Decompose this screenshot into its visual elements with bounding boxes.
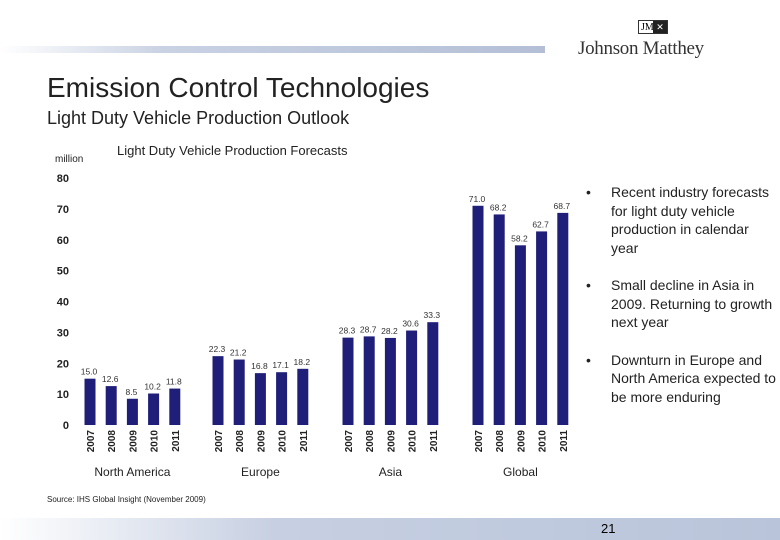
- bar: [342, 337, 354, 425]
- bar: [297, 368, 309, 425]
- bar: [406, 330, 418, 425]
- x-tick-label: 2010: [408, 430, 419, 453]
- x-tick-label: 2010: [150, 430, 161, 453]
- jm-logo-mark: JM ✕: [638, 20, 668, 34]
- group-label: Global: [503, 465, 538, 479]
- data-label: 71.0: [469, 194, 486, 204]
- x-tick-label: 2009: [256, 430, 267, 453]
- bar: [169, 388, 181, 425]
- bar: [233, 359, 245, 425]
- page-number: 21: [601, 521, 616, 536]
- bar: [254, 373, 266, 425]
- bar: [84, 378, 96, 425]
- x-tick-label: 2007: [214, 430, 225, 453]
- x-tick-label: 2009: [128, 430, 139, 453]
- x-tick-label: 2007: [344, 430, 355, 453]
- footer-bar: [0, 518, 780, 540]
- data-label: 28.3: [339, 326, 356, 336]
- data-label: 11.8: [166, 377, 182, 387]
- data-label: 10.2: [144, 382, 161, 392]
- bullet-item: Small decline in Asia in 2009. Returning…: [586, 276, 776, 332]
- bar: [427, 322, 439, 425]
- bar: [276, 372, 288, 425]
- y-tick-label: 10: [57, 389, 69, 401]
- x-tick-label: 2010: [278, 430, 289, 453]
- x-tick-label: 2007: [86, 430, 97, 453]
- x-tick-label: 2011: [559, 430, 570, 452]
- bar: [536, 231, 548, 425]
- logo-name: Johnson Matthey: [578, 38, 704, 59]
- x-tick-label: 2008: [495, 430, 506, 453]
- bullet-item: Recent industry forecasts for light duty…: [586, 183, 776, 257]
- y-tick-label: 20: [57, 358, 69, 370]
- y-tick-label: 0: [63, 420, 69, 432]
- bar: [126, 398, 138, 425]
- data-label: 16.8: [251, 361, 268, 371]
- x-tick-label: 2009: [516, 430, 527, 453]
- x-tick-label: 2009: [386, 430, 397, 453]
- chart-title: Light Duty Vehicle Production Forecasts: [117, 143, 348, 158]
- data-label: 12.6: [102, 374, 119, 384]
- bar: [557, 212, 569, 425]
- y-axis-unit: million: [55, 154, 84, 165]
- bar: [472, 205, 484, 425]
- source-note: Source: IHS Global Insight (November 200…: [47, 495, 206, 504]
- group-label: Europe: [241, 465, 280, 479]
- group-label: Asia: [379, 465, 403, 479]
- bar: [105, 386, 117, 425]
- data-label: 30.6: [402, 319, 419, 329]
- bullet-list: Recent industry forecasts for light duty…: [586, 183, 776, 425]
- data-label: 17.1: [272, 360, 289, 370]
- x-tick-label: 2011: [429, 430, 440, 452]
- x-tick-label: 2011: [171, 430, 182, 452]
- data-label: 22.3: [209, 344, 226, 354]
- x-tick-label: 2007: [474, 430, 485, 453]
- page-subtitle: Light Duty Vehicle Production Outlook: [47, 108, 350, 128]
- y-tick-label: 70: [57, 204, 69, 216]
- y-tick-label: 40: [57, 297, 69, 309]
- logo-mark-text: JM: [641, 22, 654, 33]
- bar: [514, 245, 526, 425]
- x-tick-label: 2008: [107, 430, 118, 453]
- y-tick-label: 30: [57, 327, 69, 339]
- data-label: 28.2: [381, 326, 398, 336]
- johnson-matthey-logo: JM ✕ Johnson Matthey: [578, 18, 738, 64]
- group-label: North America: [94, 465, 170, 479]
- data-label: 62.7: [532, 219, 549, 229]
- data-label: 33.3: [424, 310, 441, 320]
- knot-icon: ✕: [653, 21, 667, 33]
- data-label: 15.0: [81, 367, 98, 377]
- bar: [384, 337, 396, 425]
- data-label: 18.2: [294, 357, 311, 367]
- data-label: 58.2: [511, 233, 528, 243]
- data-label: 68.7: [554, 201, 571, 211]
- y-tick-label: 80: [57, 173, 69, 185]
- y-tick-label: 60: [57, 235, 69, 247]
- x-tick-label: 2011: [299, 430, 310, 452]
- bar: [363, 336, 375, 425]
- data-label: 8.5: [125, 387, 137, 397]
- x-tick-label: 2010: [538, 430, 549, 453]
- bar: [212, 356, 224, 425]
- x-tick-label: 2008: [365, 430, 376, 453]
- y-tick-label: 50: [57, 266, 69, 278]
- data-label: 21.2: [230, 348, 247, 358]
- x-tick-label: 2008: [235, 430, 246, 453]
- data-label: 28.7: [360, 324, 377, 334]
- page-title: Emission Control Technologies: [47, 72, 430, 103]
- data-label: 68.2: [490, 202, 507, 212]
- bar: [148, 393, 160, 425]
- header-rule: [0, 46, 545, 53]
- bullet-item: Downturn in Europe and North America exp…: [586, 351, 776, 407]
- bar: [493, 214, 505, 425]
